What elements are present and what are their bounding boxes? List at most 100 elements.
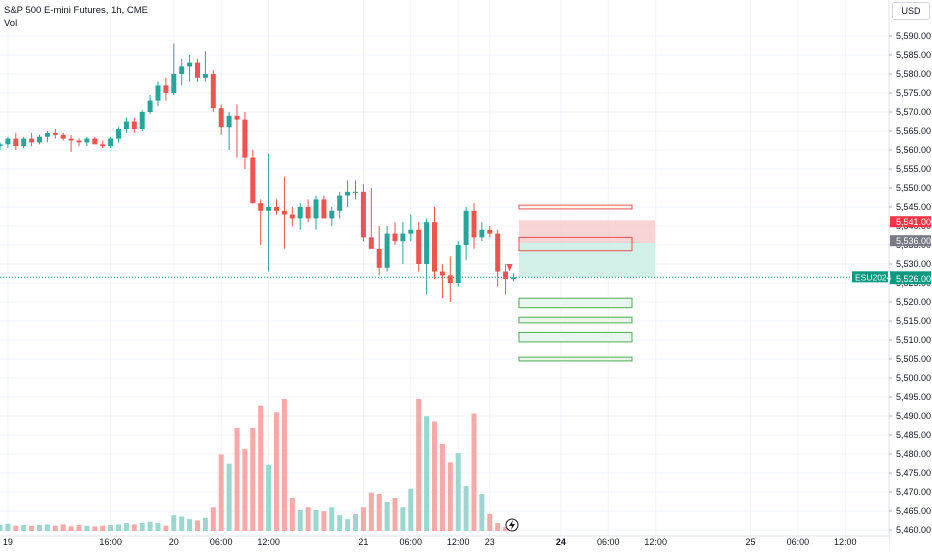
candle-body[interactable] [123,121,129,130]
candle-body[interactable] [353,191,358,193]
candle-body[interactable] [337,195,343,211]
candle-body[interactable] [37,136,42,143]
candle-body[interactable] [179,66,185,74]
volume-bar [60,524,66,531]
candle-body[interactable] [416,229,422,264]
candle-body[interactable] [266,207,272,211]
volume-bar [408,488,414,531]
candle-body[interactable] [108,138,114,147]
candle-body[interactable] [432,222,437,272]
candle-body[interactable] [5,138,11,145]
volume-bar [424,416,430,531]
candle-body[interactable] [218,108,224,128]
candle-body[interactable] [447,275,453,283]
candle-body[interactable] [400,233,406,242]
candle-body[interactable] [60,134,66,139]
candle-body[interactable] [13,138,19,147]
take-profit-zone[interactable] [519,243,655,278]
x-tick-label: 21 [358,537,368,547]
candle-body[interactable] [116,129,121,139]
y-tick-label: 5,460.00 [896,525,931,535]
candle-body[interactable] [368,237,374,249]
candle-body[interactable] [258,203,264,211]
candle-body[interactable] [329,210,335,219]
buy-order-box[interactable] [518,331,633,343]
candle-body[interactable] [210,74,216,109]
candle-body[interactable] [487,229,493,234]
candle-body[interactable] [147,100,153,112]
volume-bar [131,524,137,531]
candle-body[interactable] [392,233,398,242]
candle-body[interactable] [202,74,208,78]
candle-body[interactable] [195,62,200,78]
candle-body[interactable] [424,222,430,264]
candle-body[interactable] [274,207,279,211]
buy-order-box[interactable] [518,356,633,362]
x-tick-label: 06:00 [597,537,620,547]
volume-bar [139,523,145,531]
y-tick-label: 5,570.00 [896,107,931,117]
volume-bar [455,453,461,531]
candle-body[interactable] [455,245,461,283]
candle-body[interactable] [313,199,319,219]
y-tick-label: 5,530.00 [896,259,931,269]
candle-body[interactable] [471,210,477,238]
candle-body[interactable] [305,207,311,219]
candle-body[interactable] [281,210,287,215]
candle-body[interactable] [187,62,193,67]
candle-body[interactable] [0,144,3,147]
buy-order-box[interactable] [518,316,633,324]
candle-body[interactable] [242,119,248,158]
candle-body[interactable] [511,277,516,280]
currency-button[interactable]: USD [892,2,930,20]
candle-body[interactable] [376,248,382,268]
sell-order-box[interactable] [518,204,633,210]
sell-order-box[interactable] [518,236,633,252]
candle-body[interactable] [68,138,74,141]
volume-label[interactable]: Vol [4,18,18,29]
candle-body[interactable] [139,112,145,130]
candle-body[interactable] [155,85,161,101]
candle-body[interactable] [29,138,35,143]
candle-body[interactable] [226,115,232,128]
candle-body[interactable] [171,74,177,93]
candle-body[interactable] [163,85,169,93]
candle-body[interactable] [131,121,137,130]
candle-body[interactable] [408,229,414,234]
candle-body[interactable] [234,115,240,120]
volume-bar [345,519,351,531]
candle-body[interactable] [100,144,106,147]
volume-bar [439,443,445,531]
candle-body[interactable] [250,157,256,204]
volume-bar [297,509,303,531]
candle-body[interactable] [84,138,90,143]
candle-body[interactable] [321,199,327,219]
x-tick-label: 16:00 [99,537,122,547]
candle-body[interactable] [503,271,509,280]
chart-title[interactable]: S&P 500 E-mini Futures, 1h, CME [4,5,148,16]
candle-body[interactable] [439,271,445,276]
candle-body[interactable] [345,191,351,196]
candle-body[interactable] [76,140,82,143]
volume-bar [84,525,90,531]
price-badge-label: 5,541.00 [896,217,931,227]
candle-body[interactable] [289,214,295,219]
time-axis[interactable] [0,536,889,550]
candle-body[interactable] [44,132,50,137]
candle-body[interactable] [479,229,485,238]
candle-body[interactable] [384,233,390,268]
candle-body[interactable] [360,191,366,238]
candle-body[interactable] [297,207,303,219]
y-tick-label: 5,575.00 [896,88,931,98]
candle-body[interactable] [495,233,501,272]
candle-body[interactable] [463,210,469,245]
candle-body[interactable] [92,138,98,145]
candle-body[interactable] [21,138,27,147]
candle-body[interactable] [52,132,58,135]
volume-bar [479,494,485,531]
stop-loss-zone[interactable] [519,220,655,244]
buy-order-box[interactable] [518,297,633,309]
volume-bar [321,511,327,531]
